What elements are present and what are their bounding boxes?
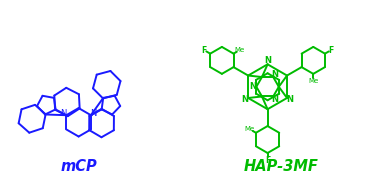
Text: N: N — [271, 95, 278, 104]
Text: Me: Me — [235, 47, 245, 53]
Text: Me: Me — [308, 78, 318, 84]
Text: HAP-3MF: HAP-3MF — [243, 159, 318, 174]
Text: N: N — [242, 95, 249, 104]
Text: F: F — [328, 46, 334, 55]
Text: Me: Me — [245, 126, 255, 132]
Text: N: N — [271, 70, 278, 79]
Text: N: N — [287, 95, 293, 104]
Text: N: N — [90, 109, 97, 118]
Text: F: F — [265, 156, 270, 165]
Text: mCP: mCP — [60, 159, 97, 174]
Text: F: F — [201, 46, 207, 55]
Text: N: N — [264, 56, 271, 66]
Text: N: N — [60, 109, 67, 118]
Text: N: N — [249, 82, 257, 91]
